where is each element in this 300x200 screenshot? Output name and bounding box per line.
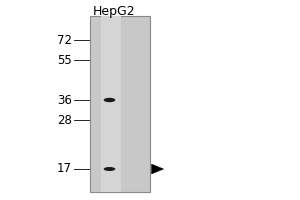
Text: 28: 28	[57, 114, 72, 127]
Polygon shape	[152, 164, 164, 174]
Text: 36: 36	[57, 94, 72, 106]
Text: 72: 72	[57, 33, 72, 46]
Ellipse shape	[104, 98, 115, 102]
Text: HepG2: HepG2	[93, 5, 135, 19]
Bar	[90, 16, 150, 192]
Bar	[101, 16, 121, 192]
Text: 55: 55	[57, 53, 72, 66]
Ellipse shape	[104, 167, 115, 171]
Text: 17: 17	[57, 162, 72, 176]
